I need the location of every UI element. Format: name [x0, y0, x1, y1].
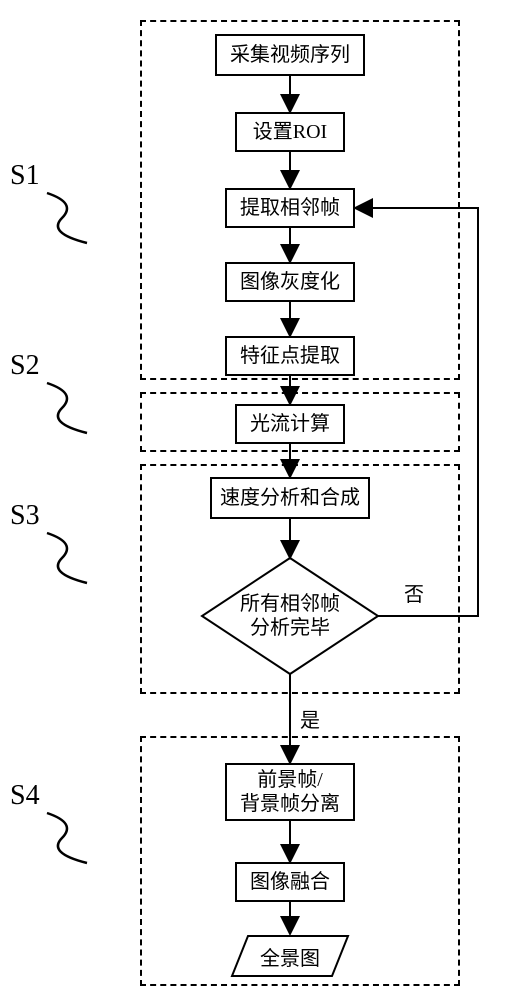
section-s1-label: S1 [10, 160, 40, 192]
node-velocity-analysis-text: 速度分析和合成 [220, 486, 360, 510]
section-s2-label: S2 [10, 350, 40, 382]
section-s1-text: S1 [10, 160, 40, 191]
node-extract-adjacent-frames-text: 提取相邻帧 [240, 196, 340, 220]
section-s3-text: S3 [10, 500, 40, 531]
section-s4-label: S4 [10, 780, 40, 812]
node-set-roi-text: 设置ROI [253, 120, 327, 144]
node-optical-flow: 光流计算 [235, 404, 345, 444]
node-fg-bg-separate: 前景帧/ 背景帧分离 [225, 763, 355, 821]
node-velocity-analysis: 速度分析和合成 [210, 477, 370, 519]
node-grayscale: 图像灰度化 [225, 262, 355, 302]
node-capture-video-text: 采集视频序列 [230, 43, 350, 67]
node-extract-adjacent-frames: 提取相邻帧 [225, 188, 355, 228]
edge-label-yes: 是 [300, 704, 320, 733]
node-optical-flow-text: 光流计算 [250, 412, 330, 436]
section-s4-text: S4 [10, 780, 40, 811]
node-image-fusion-text: 图像融合 [250, 870, 330, 894]
node-grayscale-text: 图像灰度化 [240, 270, 340, 294]
node-feature-extract: 特征点提取 [225, 336, 355, 376]
decision-all-frames-done: 所有相邻帧 分析完毕 [200, 556, 380, 676]
node-fg-bg-separate-text: 前景帧/ 背景帧分离 [240, 768, 340, 816]
edge-label-no: 否 [404, 578, 424, 607]
decision-all-frames-done-text: 所有相邻帧 分析完毕 [200, 556, 380, 676]
node-feature-extract-text: 特征点提取 [240, 344, 340, 368]
output-panorama: 全景图 [230, 934, 350, 978]
node-image-fusion: 图像融合 [235, 862, 345, 902]
section-s3-label: S3 [10, 500, 40, 532]
node-set-roi: 设置ROI [235, 112, 345, 152]
flowchart-canvas: S1 S2 S3 S4 采集视频序列 设置ROI 提取相邻帧 图像灰度化 特征点… [0, 0, 505, 1000]
node-capture-video: 采集视频序列 [215, 34, 365, 76]
output-panorama-text: 全景图 [230, 934, 350, 978]
section-s2-text: S2 [10, 350, 40, 381]
